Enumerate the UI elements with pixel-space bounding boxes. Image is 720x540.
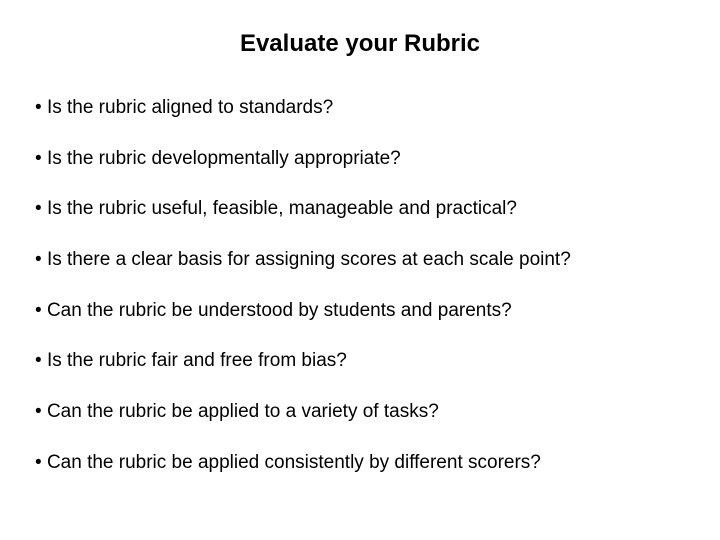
list-item: Is the rubric developmentally appropriat… bbox=[35, 147, 685, 172]
list-item: Is the rubric aligned to standards? bbox=[35, 96, 685, 121]
list-item: Is the rubric fair and free from bias? bbox=[35, 349, 685, 374]
slide-title: Evaluate your Rubric bbox=[35, 30, 685, 58]
list-item: Is there a clear basis for assigning sco… bbox=[35, 248, 685, 273]
list-item: Is the rubric useful, feasible, manageab… bbox=[35, 197, 685, 222]
bullet-list: Is the rubric aligned to standards? Is t… bbox=[35, 96, 685, 476]
list-item: Can the rubric be applied to a variety o… bbox=[35, 400, 685, 425]
list-item: Can the rubric be applied consistently b… bbox=[35, 451, 685, 476]
list-item: Can the rubric be understood by students… bbox=[35, 299, 685, 324]
